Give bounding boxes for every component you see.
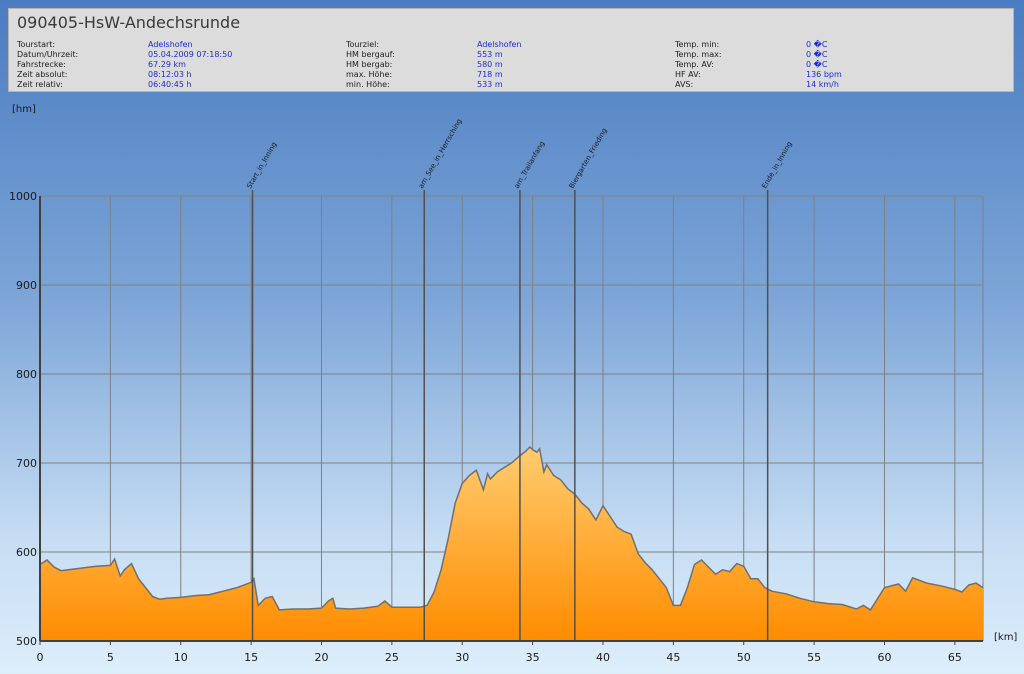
info-label: HF AV:: [675, 70, 701, 79]
info-value: Adelshofen: [148, 40, 193, 49]
x-tick-label: 60: [877, 651, 891, 664]
x-tick-label: 45: [666, 651, 680, 664]
x-axis-label: [km]: [994, 632, 1017, 643]
info-value: 553 m: [477, 50, 503, 59]
elevation-area: [40, 447, 983, 641]
info-label: Zeit relativ:: [17, 80, 63, 89]
info-label: HM bergauf:: [346, 50, 395, 59]
x-tick-label: 20: [314, 651, 328, 664]
y-axis-label: [hm]: [12, 104, 36, 115]
x-tick-label: 50: [737, 651, 751, 664]
info-label: Temp. max:: [675, 50, 722, 59]
x-tick-label: 40: [596, 651, 610, 664]
x-tick-label: 65: [948, 651, 962, 664]
axes: 500 600 700 800 900 1000 0 5 10 15 20 25 30 35 40 45 50 5…: [9, 190, 983, 664]
y-tick-label: 900: [16, 279, 37, 292]
waypoint-label: am_See_in_Herrsching: [417, 118, 463, 190]
info-label: Zeit absolut:: [17, 70, 68, 79]
info-value: 0 �C: [806, 50, 828, 59]
y-tick-label: 1000: [9, 190, 37, 203]
info-value: 14 km/h: [806, 80, 839, 89]
info-label: AVS:: [675, 80, 694, 89]
info-label: max. Höhe:: [346, 70, 393, 79]
info-label: Temp. min:: [675, 40, 720, 49]
waypoint-label: Start_in_Inning: [245, 141, 278, 190]
info-value: 0 �C: [806, 60, 828, 69]
info-value: 67.29 km: [148, 60, 186, 69]
x-tick-label: 30: [455, 651, 469, 664]
x-tick-label: 10: [174, 651, 188, 664]
info-label: Tourstart:: [17, 40, 56, 49]
waypoint-label: am_Trailanfang: [513, 140, 547, 190]
x-tick-label: 5: [107, 651, 114, 664]
x-tick-label: 25: [385, 651, 399, 664]
info-value: 08:12:03 h: [148, 70, 192, 79]
x-tick-label: 55: [807, 651, 821, 664]
info-label: min. Höhe:: [346, 80, 390, 89]
info-label: Fahrstrecke:: [17, 60, 66, 69]
waypoint-label: Biergarten_Frieding: [568, 127, 609, 190]
info-value: 05.04.2009 07:18:50: [148, 50, 233, 59]
waypoint-label: Ende_in_Inning: [760, 140, 793, 190]
tour-title: 090405-HsW-Andechsrunde: [17, 13, 241, 32]
info-value: 0 �C: [806, 40, 828, 49]
y-tick-label: 700: [16, 457, 37, 470]
y-tick-label: 500: [16, 635, 37, 648]
info-value: 580 m: [477, 60, 503, 69]
info-label: HM bergab:: [346, 60, 393, 69]
y-tick-label: 800: [16, 368, 37, 381]
tour-info-panel: 090405-HsW-Andechsrunde Tourstart: Adelsh…: [8, 8, 1014, 92]
x-tick-label: 0: [37, 651, 44, 664]
elevation-line: [39, 445, 984, 611]
info-label: Datum/Uhrzeit:: [17, 50, 79, 59]
info-value: 533 m: [477, 80, 503, 89]
y-tick-label: 600: [16, 546, 37, 559]
x-tick-label: 15: [244, 651, 258, 664]
info-value: Adelshofen: [477, 40, 522, 49]
info-value: 06:40:45 h: [148, 80, 192, 89]
x-tick-label: 35: [526, 651, 540, 664]
info-value: 718 m: [477, 70, 503, 79]
info-value: 136 bpm: [806, 70, 842, 79]
info-label: Temp. AV:: [675, 60, 714, 69]
info-label: Tourziel:: [346, 40, 380, 49]
